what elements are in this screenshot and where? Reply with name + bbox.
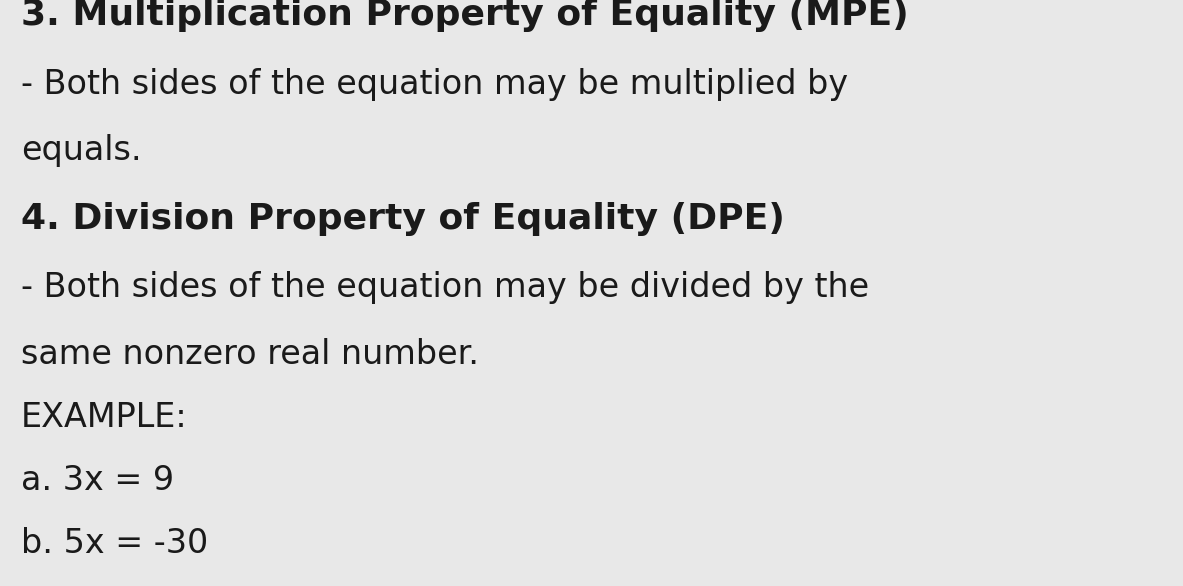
Text: 4. Division Property of Equality (DPE): 4. Division Property of Equality (DPE) [21,202,786,236]
Text: EXAMPLE:: EXAMPLE: [21,401,188,434]
Text: - Both sides of the equation may be multiplied by: - Both sides of the equation may be mult… [21,67,848,101]
Text: - Both sides of the equation may be divided by the: - Both sides of the equation may be divi… [21,271,870,305]
Text: b. 5x = -30: b. 5x = -30 [21,527,208,560]
Text: same nonzero real number.: same nonzero real number. [21,338,479,370]
Text: a. 3x = 9: a. 3x = 9 [21,464,174,497]
Text: equals.: equals. [21,134,142,166]
Text: 3. Multiplication Property of Equality (MPE): 3. Multiplication Property of Equality (… [21,0,909,32]
